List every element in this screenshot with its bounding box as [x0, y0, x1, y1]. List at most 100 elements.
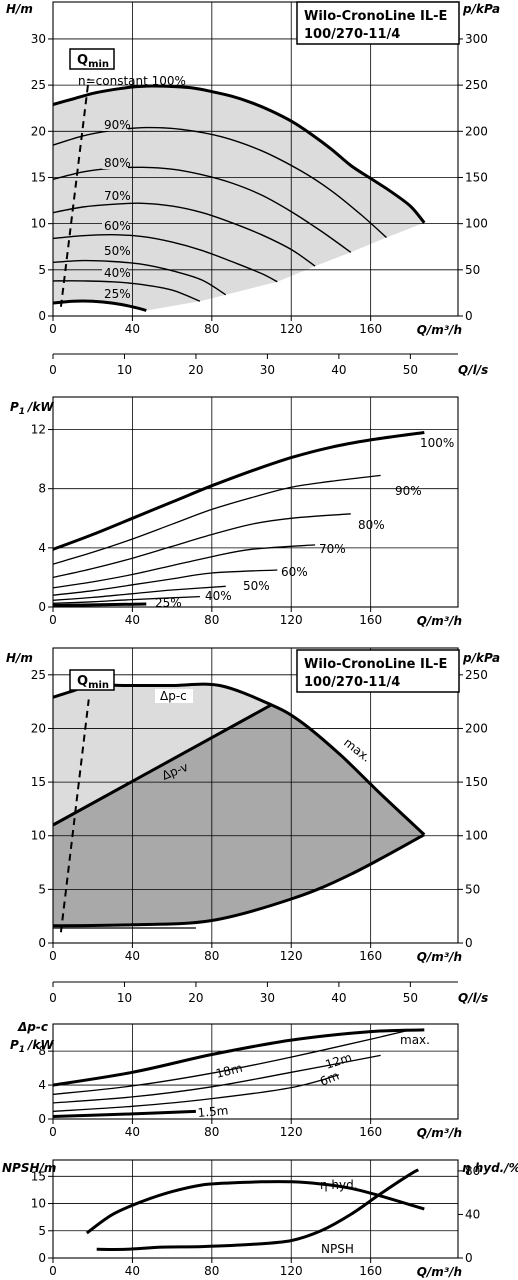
x-tick-label: 40 [125, 949, 140, 963]
power-curve-100- [52, 431, 425, 551]
x-tick-label: 160 [359, 1264, 382, 1278]
y-axis-label-unit: /kW [26, 1038, 54, 1052]
x-tick-label: 40 [125, 1264, 140, 1278]
y-tick-label: 10 [31, 217, 46, 231]
y2-tick-label: 0 [465, 309, 473, 323]
y-tick-label: 8 [38, 1044, 46, 1058]
efficiency-label: η hyd. [320, 1178, 358, 1192]
dpc-label: Δp-c [160, 689, 187, 703]
y2-tick-label: 40 [465, 1207, 480, 1221]
curve-label-bg [102, 156, 128, 169]
y-tick-label: 5 [38, 1224, 46, 1238]
power-curve-60- [52, 569, 278, 596]
qmin-line [59, 699, 90, 933]
svg-text:Qmin: Qmin [77, 53, 109, 70]
curve-70- [52, 202, 316, 267]
power-curve-label: 80% [358, 518, 385, 532]
curve-label-bg [102, 219, 128, 232]
y2-tick-label: 100 [465, 829, 488, 843]
y-tick-label: 20 [31, 721, 46, 735]
y-tick-label: 10 [31, 829, 46, 843]
operating-region [53, 86, 425, 311]
curve-label-bg [102, 266, 128, 279]
y2-axis-label: p/kPa [462, 651, 500, 665]
power-curve-label: 90% [395, 484, 422, 498]
power-curve-label: 6m [318, 1069, 341, 1089]
x-axis-label: Q/m³/h [417, 614, 462, 628]
x-tick-label: 160 [359, 322, 382, 336]
y2-tick-label: 0 [465, 936, 473, 950]
curve-label: n=constant 100% [78, 74, 186, 88]
x-tick-label: 80 [204, 613, 219, 627]
y2-tick-label: 200 [465, 124, 488, 138]
x-tick-label: 40 [125, 613, 140, 627]
x-tick-label: 40 [125, 1125, 140, 1139]
y-tick-label: 5 [38, 263, 46, 277]
y-axis-label: H/m [6, 651, 33, 665]
y-axis-label: P1 [10, 400, 25, 417]
product-name: Wilo-CronoLine IL-E [304, 657, 447, 672]
ls-axis-label: Q/l/s [458, 363, 488, 377]
dpc-label-bg [155, 689, 193, 703]
power-curve-label: 12m [324, 1050, 354, 1072]
ls-axis-label: Q/l/s [458, 991, 488, 1005]
y2-tick-label: 200 [465, 721, 488, 735]
y-tick-label: 5 [38, 882, 46, 896]
plot-frame [52, 1023, 459, 1120]
power-curve-12m [52, 1054, 381, 1104]
power-curve-label: 25% [155, 596, 182, 610]
curve-label: 80% [104, 156, 131, 170]
x-axis-label: Q/m³/h [417, 950, 462, 964]
y-tick-label: 0 [38, 936, 46, 950]
power-curve-25- [52, 602, 147, 607]
y2-tick-label: 250 [465, 78, 488, 92]
y-tick-label: 15 [31, 170, 46, 184]
flow-ls-axis-2: 0 10 20 30 40 50 Q/l/s [49, 981, 488, 1005]
y-axis-label-unit: /kW [26, 400, 54, 414]
ls-tick-label: 20 [188, 363, 203, 377]
x-tick-label: 120 [280, 1264, 303, 1278]
ls-tick-label: 10 [117, 363, 132, 377]
ls-tick-label: 20 [188, 991, 203, 1005]
power-curve-label: 40% [205, 589, 232, 603]
curve-60- [52, 233, 278, 283]
y2-tick-label: 300 [465, 32, 488, 46]
y-tick-label: 12 [31, 423, 46, 437]
y-tick-label: 8 [38, 482, 46, 496]
y-tick-label: 4 [38, 1078, 46, 1092]
y-axis-label: NPSH/m [2, 1161, 56, 1175]
ls-tick-label: 50 [403, 991, 418, 1005]
x-tick-label: 120 [280, 613, 303, 627]
y-axis-label: P1 [10, 1038, 25, 1055]
y-axis-sub: 1 [19, 407, 25, 417]
dpv-line [52, 703, 273, 827]
ls-tick-label: 40 [331, 991, 346, 1005]
y-tick-label: 4 [38, 541, 46, 555]
x-tick-label: 0 [49, 1125, 57, 1139]
product-title-box-1: Wilo-CronoLine IL-E 100/270-11/4 [296, 1, 460, 45]
curve-label: 70% [104, 189, 131, 203]
x-tick-label: 0 [49, 1264, 57, 1278]
y-tick-label: 25 [31, 78, 46, 92]
y2-axis-label: p/kPa [462, 2, 500, 16]
curve-label: 50% [104, 244, 131, 258]
power-curve-label: 18m [214, 1061, 244, 1081]
curve-label-bg [102, 287, 128, 300]
y-axis-sub: 1 [19, 1045, 25, 1055]
svg-text:Qmin: Qmin [77, 674, 109, 691]
x-tick-label: 80 [204, 949, 219, 963]
ls-tick-label: 30 [260, 363, 275, 377]
qmin-sub: min [88, 680, 109, 691]
npsh-curve [96, 1168, 420, 1251]
ls-tick-label: 30 [260, 991, 275, 1005]
power-curve-max- [52, 1028, 425, 1087]
x-tick-label: 0 [49, 613, 57, 627]
efficiency-curve [85, 1180, 425, 1235]
curve-label-bg [102, 118, 128, 131]
ls-tick-label: 0 [49, 991, 57, 1005]
x-tick-label: 80 [204, 1264, 219, 1278]
y-tick-label: 15 [31, 1169, 46, 1183]
x-tick-label: 160 [359, 949, 382, 963]
